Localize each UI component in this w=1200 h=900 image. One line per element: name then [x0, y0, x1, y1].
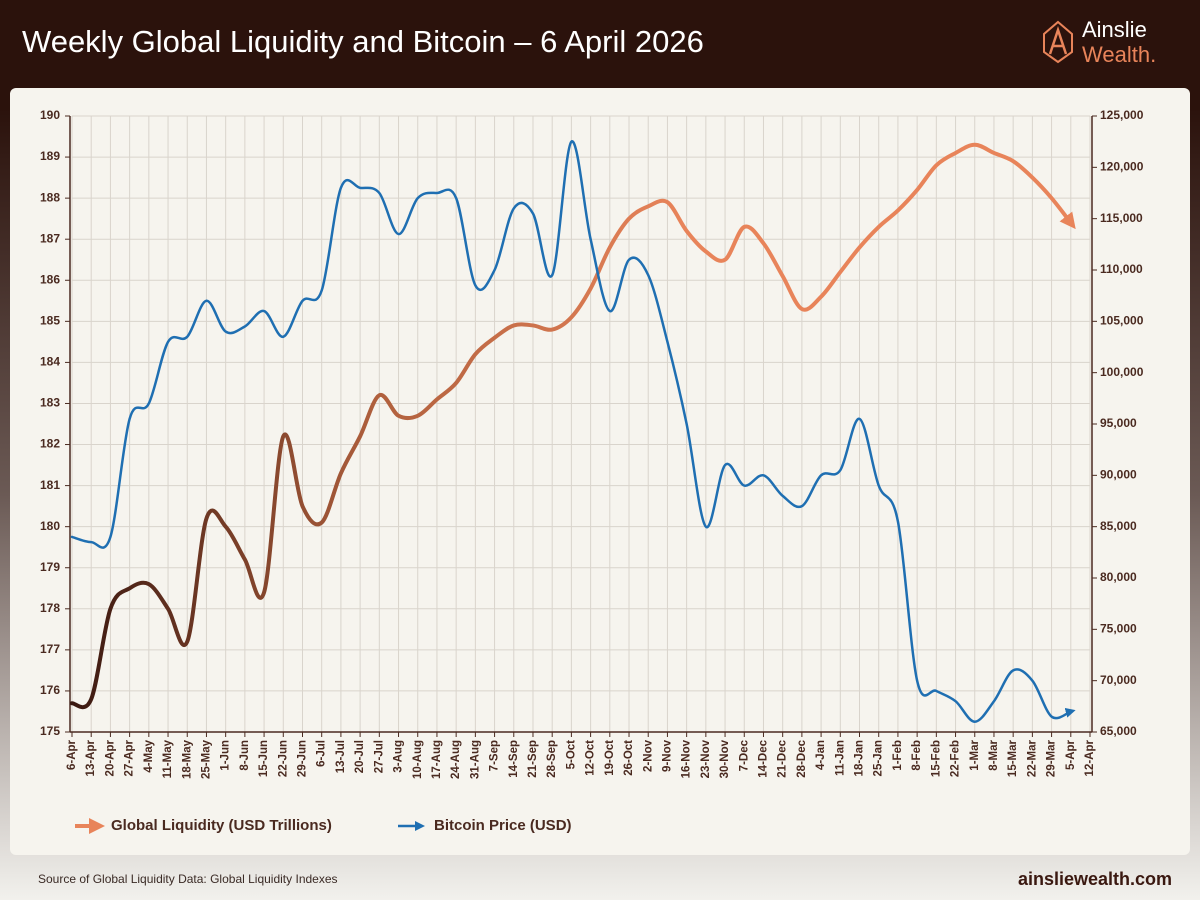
y2-tick-label: 105,000 — [1100, 314, 1144, 328]
y2-tick-label: 65,000 — [1100, 724, 1137, 738]
x-tick-label: 2-Nov — [642, 739, 654, 772]
y-tick-label: 182 — [40, 437, 60, 451]
y-tick-label: 178 — [40, 601, 60, 615]
y-tick-label: 186 — [40, 272, 60, 286]
logo-text: Wealth. — [1082, 42, 1156, 67]
y2-tick-label: 120,000 — [1100, 160, 1144, 174]
x-tick-label: 29-Jun — [297, 740, 309, 777]
x-tick-label: 1-Feb — [892, 740, 904, 771]
y2-tick-label: 75,000 — [1100, 622, 1137, 636]
x-tick-label: 29-Mar — [1046, 739, 1058, 777]
x-tick-label: 14-Sep — [508, 740, 520, 778]
y2-tick-label: 125,000 — [1100, 108, 1144, 122]
y-tick-label: 188 — [40, 190, 60, 204]
x-tick-label: 28-Sep — [546, 740, 558, 778]
y2-tick-label: 70,000 — [1100, 673, 1137, 687]
x-tick-label: 26-Oct — [623, 740, 635, 776]
legend-label: Global Liquidity (USD Trillions) — [111, 817, 332, 834]
x-tick-label: 16-Nov — [681, 739, 693, 778]
legend-item: Bitcoin Price (USD) — [398, 817, 572, 834]
y-tick-label: 184 — [40, 355, 60, 369]
x-tick-label: 1-Mar — [969, 739, 981, 770]
y2-tick-label: 110,000 — [1100, 262, 1143, 276]
x-tick-label: 25-May — [200, 739, 212, 779]
y2-tick-label: 100,000 — [1100, 365, 1144, 379]
website: ainsliewealth.com — [1018, 869, 1172, 889]
panel — [10, 88, 1190, 855]
x-tick-label: 3-Aug — [393, 740, 405, 773]
x-tick-label: 15-Feb — [930, 740, 942, 777]
x-tick-label: 4-Jan — [815, 740, 827, 770]
x-tick-label: 5-Oct — [565, 740, 577, 770]
series-line — [70, 140, 1076, 723]
x-tick-label: 22-Feb — [950, 740, 962, 777]
y2-tick-label: 80,000 — [1100, 570, 1137, 584]
x-tick-label: 13-Jul — [335, 740, 347, 773]
x-tick-label: 7-Dec — [738, 739, 750, 771]
x-tick-label: 13-Apr — [85, 739, 97, 776]
y-tick-label: 177 — [40, 642, 60, 656]
x-tick-label: 25-Jan — [873, 740, 885, 776]
x-tick-label: 22-Mar — [1026, 739, 1038, 777]
logo: Ainslie Wealth. — [1043, 17, 1156, 67]
legend-item: Global Liquidity (USD Trillions) — [75, 817, 332, 834]
y-tick-label: 176 — [40, 683, 60, 697]
x-tick-label: 8-Mar — [988, 739, 1000, 770]
x-tick-label: 21-Dec — [777, 739, 789, 777]
x-tick-label: 24-Aug — [450, 740, 462, 779]
y2-tick-label: 85,000 — [1100, 519, 1137, 533]
y-tick-label: 187 — [40, 231, 60, 245]
y-tick-label: 179 — [40, 560, 60, 574]
x-tick-label: 4-May — [143, 739, 155, 772]
x-tick-label: 22-Jun — [277, 740, 289, 777]
source-note: Source of Global Liquidity Data: Global … — [38, 872, 338, 886]
x-tick-label: 15-Jun — [258, 740, 270, 777]
y2-tick-label: 115,000 — [1100, 211, 1143, 225]
x-tick-label: 1-Jun — [220, 740, 232, 771]
x-tick-label: 11-Jan — [834, 740, 846, 776]
x-tick-label: 11-May — [162, 739, 174, 778]
y-tick-label: 183 — [40, 396, 60, 410]
y-tick-label: 189 — [40, 149, 60, 163]
logo-text: Ainslie — [1082, 17, 1147, 42]
x-tick-label: 18-May — [181, 739, 193, 779]
x-tick-label: 6-Jul — [316, 740, 328, 767]
x-tick-label: 17-Aug — [431, 740, 443, 779]
x-tick-label: 23-Nov — [700, 739, 712, 778]
x-tick-label: 7-Sep — [489, 740, 501, 771]
x-tick-label: 27-Apr — [124, 739, 136, 776]
x-tick-label: 14-Dec — [758, 739, 770, 777]
legend-label: Bitcoin Price (USD) — [434, 817, 572, 834]
y2-tick-label: 90,000 — [1100, 468, 1137, 482]
y-tick-label: 181 — [40, 478, 60, 492]
x-tick-label: 10-Aug — [412, 740, 424, 779]
y2-tick-label: 95,000 — [1100, 416, 1137, 430]
x-tick-label: 15-Mar — [1007, 739, 1019, 777]
x-tick-label: 31-Aug — [469, 740, 481, 779]
y-tick-label: 190 — [40, 108, 60, 122]
x-tick-label: 12-Apr — [1084, 739, 1096, 776]
x-tick-label: 12-Oct — [585, 740, 597, 776]
x-tick-label: 30-Nov — [719, 739, 731, 778]
x-tick-label: 20-Apr — [104, 739, 116, 776]
y-tick-label: 175 — [40, 724, 60, 738]
x-tick-label: 6-Apr — [66, 739, 78, 770]
x-tick-label: 21-Sep — [527, 740, 539, 778]
x-tick-label: 27-Jul — [373, 740, 385, 773]
x-tick-label: 28-Dec — [796, 739, 808, 777]
x-tick-label: 5-Apr — [1065, 739, 1077, 770]
x-tick-label: 20-Jul — [354, 740, 366, 773]
y-tick-label: 180 — [40, 519, 60, 533]
plot: 175 176 177 178 179 180 181 182 183 184 185 186 187 1… — [40, 108, 1144, 834]
x-tick-label: 8-Feb — [911, 740, 923, 771]
y-tick-label: 185 — [40, 314, 60, 328]
x-tick-label: 8-Jun — [239, 740, 251, 771]
x-tick-label: 9-Nov — [661, 739, 673, 772]
series-line — [70, 142, 1076, 710]
x-tick-label: 19-Oct — [604, 740, 616, 776]
x-tick-label: 18-Jan — [854, 740, 866, 776]
chart-title: Weekly Global Liquidity and Bitcoin – 6 … — [22, 24, 704, 59]
